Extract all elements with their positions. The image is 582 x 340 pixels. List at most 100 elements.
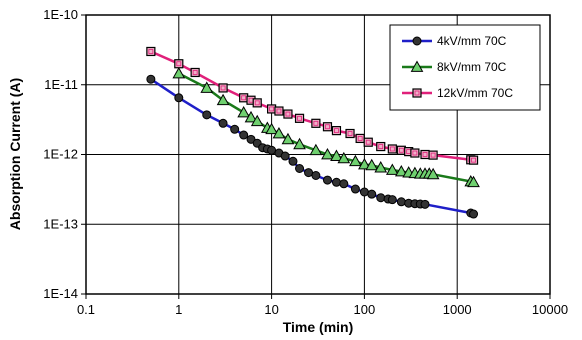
series-12kv-point	[468, 155, 479, 165]
series-12kv-point	[218, 83, 228, 93]
series-8kv-point	[365, 158, 379, 171]
series-12kv-point-inner	[176, 61, 182, 67]
series-layer	[146, 46, 480, 219]
series-8kv-point	[250, 114, 264, 127]
series-12kv-point-inner	[347, 131, 353, 136]
series-4kv-point	[376, 193, 386, 203]
series-4kv-point	[350, 184, 360, 194]
series-12kv-point-inner	[297, 115, 302, 121]
series-4kv-point	[367, 189, 377, 199]
legend-label: 12kV/mm 70C	[437, 86, 513, 100]
series-8kv-point	[265, 122, 278, 135]
series-4kv-point	[311, 170, 321, 180]
series-12kv-point-inner	[365, 139, 371, 145]
series-4kv-point	[469, 209, 479, 219]
series-8kv-point	[172, 66, 186, 79]
legend: 4kV/mm 70C 8kV/mm 70C 12kV/mm 70C	[389, 24, 541, 111]
x-tick-label: 1000	[443, 302, 472, 317]
series-12kv-point-inner	[192, 70, 198, 75]
series-8kv-point	[330, 149, 343, 161]
series-4kv-point	[420, 199, 430, 209]
x-tick-label: 1	[175, 302, 182, 317]
series-12kv-point	[311, 118, 321, 128]
series-8kv-markers	[172, 66, 480, 188]
series-12kv-point-inner	[220, 85, 226, 91]
x-axis-ticks: 0.1 1 10 100 1000 10000	[77, 294, 568, 317]
series-8kv-point	[237, 105, 251, 118]
series-12kv-point	[331, 126, 342, 136]
series-4kv-point	[146, 74, 156, 84]
series-12kv-point	[363, 137, 373, 147]
series-8kv-point	[244, 110, 258, 123]
series-4kv-point	[322, 175, 332, 185]
legend-swatch-point	[410, 60, 424, 72]
legend-item-12kv: 12kV/mm 70C	[402, 86, 513, 100]
series-8kv-point	[394, 164, 408, 177]
series-12kv-point	[376, 141, 386, 152]
series-4kv-point	[331, 177, 341, 187]
series-8kv-point	[281, 132, 295, 145]
series-8kv-point	[358, 157, 371, 170]
series-12kv-point-inner	[389, 146, 395, 152]
series-12kv-point-inner	[378, 144, 384, 149]
series-4kv-point	[295, 163, 305, 173]
series-12kv-point	[190, 67, 200, 78]
series-12kv-point	[428, 150, 438, 160]
x-tick-label: 0.1	[77, 302, 95, 317]
series-12kv-point	[294, 113, 305, 123]
series-12kv-point-inner	[398, 147, 404, 153]
series-12kv-point-inner	[148, 49, 154, 54]
series-4kv-point	[280, 151, 290, 161]
y-tick-label: 1E-10	[43, 7, 78, 22]
x-tick-label: 10	[264, 302, 278, 317]
series-12kv-point	[355, 133, 365, 144]
series-12kv-point-inner	[412, 150, 418, 156]
series-4kv-point	[202, 110, 212, 120]
series-12kv-point-inner	[334, 128, 339, 134]
series-12kv-point	[252, 98, 262, 108]
series-12kv-point-inner	[241, 95, 247, 101]
y-tick-label: 1E-12	[43, 147, 78, 162]
legend-swatch-point-inner	[414, 90, 420, 96]
series-8kv-point	[293, 137, 306, 150]
series-8kv-point	[321, 147, 334, 160]
legend-item-4kv: 4kV/mm 70C	[402, 34, 507, 48]
series-12kv-point	[387, 144, 397, 154]
series-4kv-point	[230, 124, 240, 134]
series-8kv-point	[337, 151, 351, 164]
series-8kv-point	[467, 175, 480, 188]
y-tick-label: 1E-13	[43, 216, 78, 231]
series-12kv-point	[322, 122, 333, 132]
series-4kv-markers	[146, 74, 479, 219]
series-8kv-point	[426, 167, 440, 180]
legend-item-8kv: 8kV/mm 70C	[402, 60, 507, 74]
series-4kv-point	[396, 197, 406, 207]
y-tick-label: 1E-14	[43, 286, 78, 301]
y-axis-title: Absorption Current (A)	[7, 78, 23, 230]
series-12kv-point-inner	[471, 157, 476, 163]
series-12kv-point-inner	[269, 106, 275, 112]
series-12kv-point-inner	[254, 100, 260, 106]
series-4kv-point	[359, 187, 369, 197]
series-8kv-point	[349, 154, 362, 167]
series-4kv-point	[174, 93, 184, 103]
y-axis-ticks: 1E-14 1E-13 1E-12 1E-11 1E-10	[43, 7, 86, 301]
series-4kv-point	[218, 118, 228, 128]
series-4kv-point	[267, 145, 277, 155]
y-tick-label: 1E-11	[44, 77, 78, 92]
series-12kv-point-inner	[285, 111, 291, 117]
series-12kv-point-inner	[276, 108, 282, 114]
series-8kv-point	[272, 126, 286, 139]
series-12kv-point	[146, 46, 156, 57]
series-4kv-point	[387, 195, 397, 205]
series-12kv-point-inner	[430, 152, 436, 158]
series-12kv-point	[174, 59, 184, 69]
x-axis-title: Time (min)	[283, 319, 354, 335]
x-tick-label: 10000	[532, 302, 568, 317]
series-12kv-point-inner	[357, 136, 363, 141]
series-8kv-point	[385, 163, 399, 175]
legend-label: 4kV/mm 70C	[437, 34, 507, 48]
series-8kv-point	[200, 81, 214, 93]
series-12kv-point-inner	[325, 124, 330, 130]
